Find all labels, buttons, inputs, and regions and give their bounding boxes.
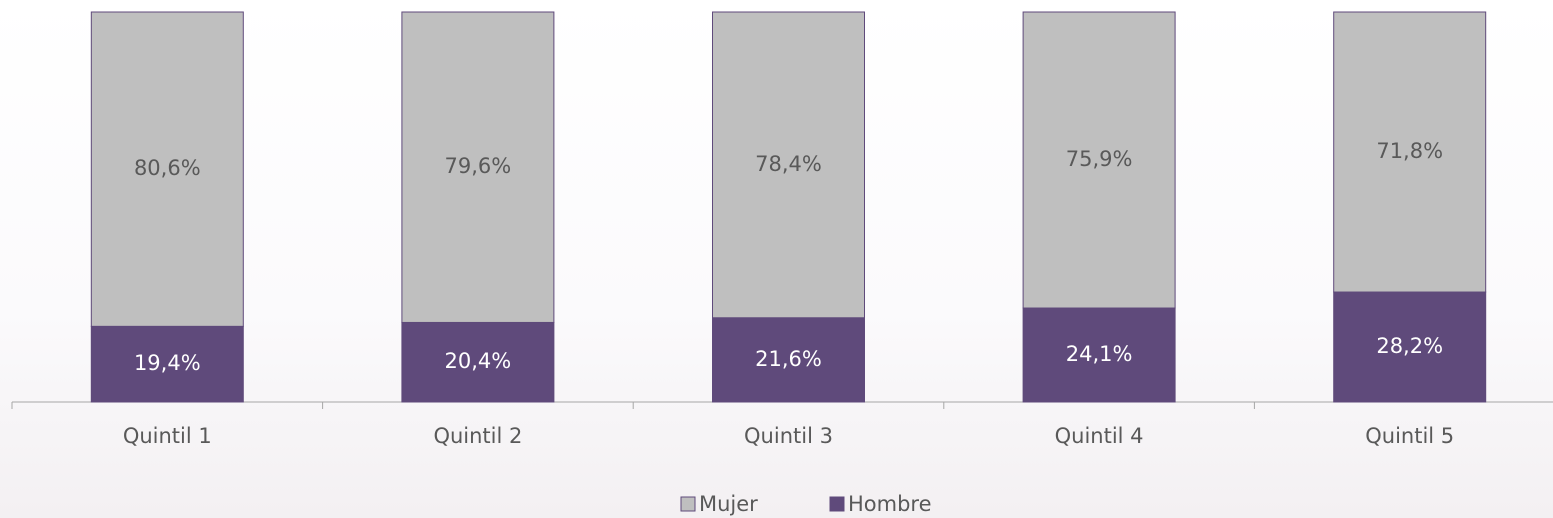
data-label: 75,9% — [1066, 147, 1133, 171]
x-tick-label: Quintil 5 — [1365, 424, 1454, 448]
bar-segment — [712, 317, 865, 403]
data-label: 78,4% — [755, 152, 822, 176]
x-tick-label: Quintil 3 — [744, 424, 833, 448]
legend-swatch — [680, 496, 696, 512]
bar-segment — [1022, 11, 1176, 309]
bar-segment — [1333, 291, 1487, 403]
bar-segment — [1333, 11, 1487, 293]
data-label: 28,2% — [1376, 334, 1443, 358]
x-tick-label: Quintil 4 — [1055, 424, 1144, 448]
data-label: 24,1% — [1066, 342, 1133, 366]
legend-label: Hombre — [848, 492, 932, 516]
data-label: 79,6% — [445, 154, 512, 178]
data-label: 21,6% — [755, 347, 822, 371]
data-label: 71,8% — [1376, 139, 1443, 163]
bar-segment — [90, 11, 244, 327]
bar-segment — [712, 11, 865, 319]
x-tick-label: Quintil 2 — [433, 424, 522, 448]
bar-segment — [401, 11, 555, 323]
legend-swatch — [829, 496, 845, 512]
bar-segment — [90, 325, 244, 403]
data-label: 80,6% — [134, 156, 201, 180]
data-label: 19,4% — [134, 351, 201, 375]
bar-segment — [401, 321, 555, 403]
legend-label: Mujer — [699, 492, 758, 516]
data-label: 20,4% — [445, 349, 512, 373]
x-tick-label: Quintil 1 — [123, 424, 212, 448]
bar-segment — [1022, 307, 1176, 403]
